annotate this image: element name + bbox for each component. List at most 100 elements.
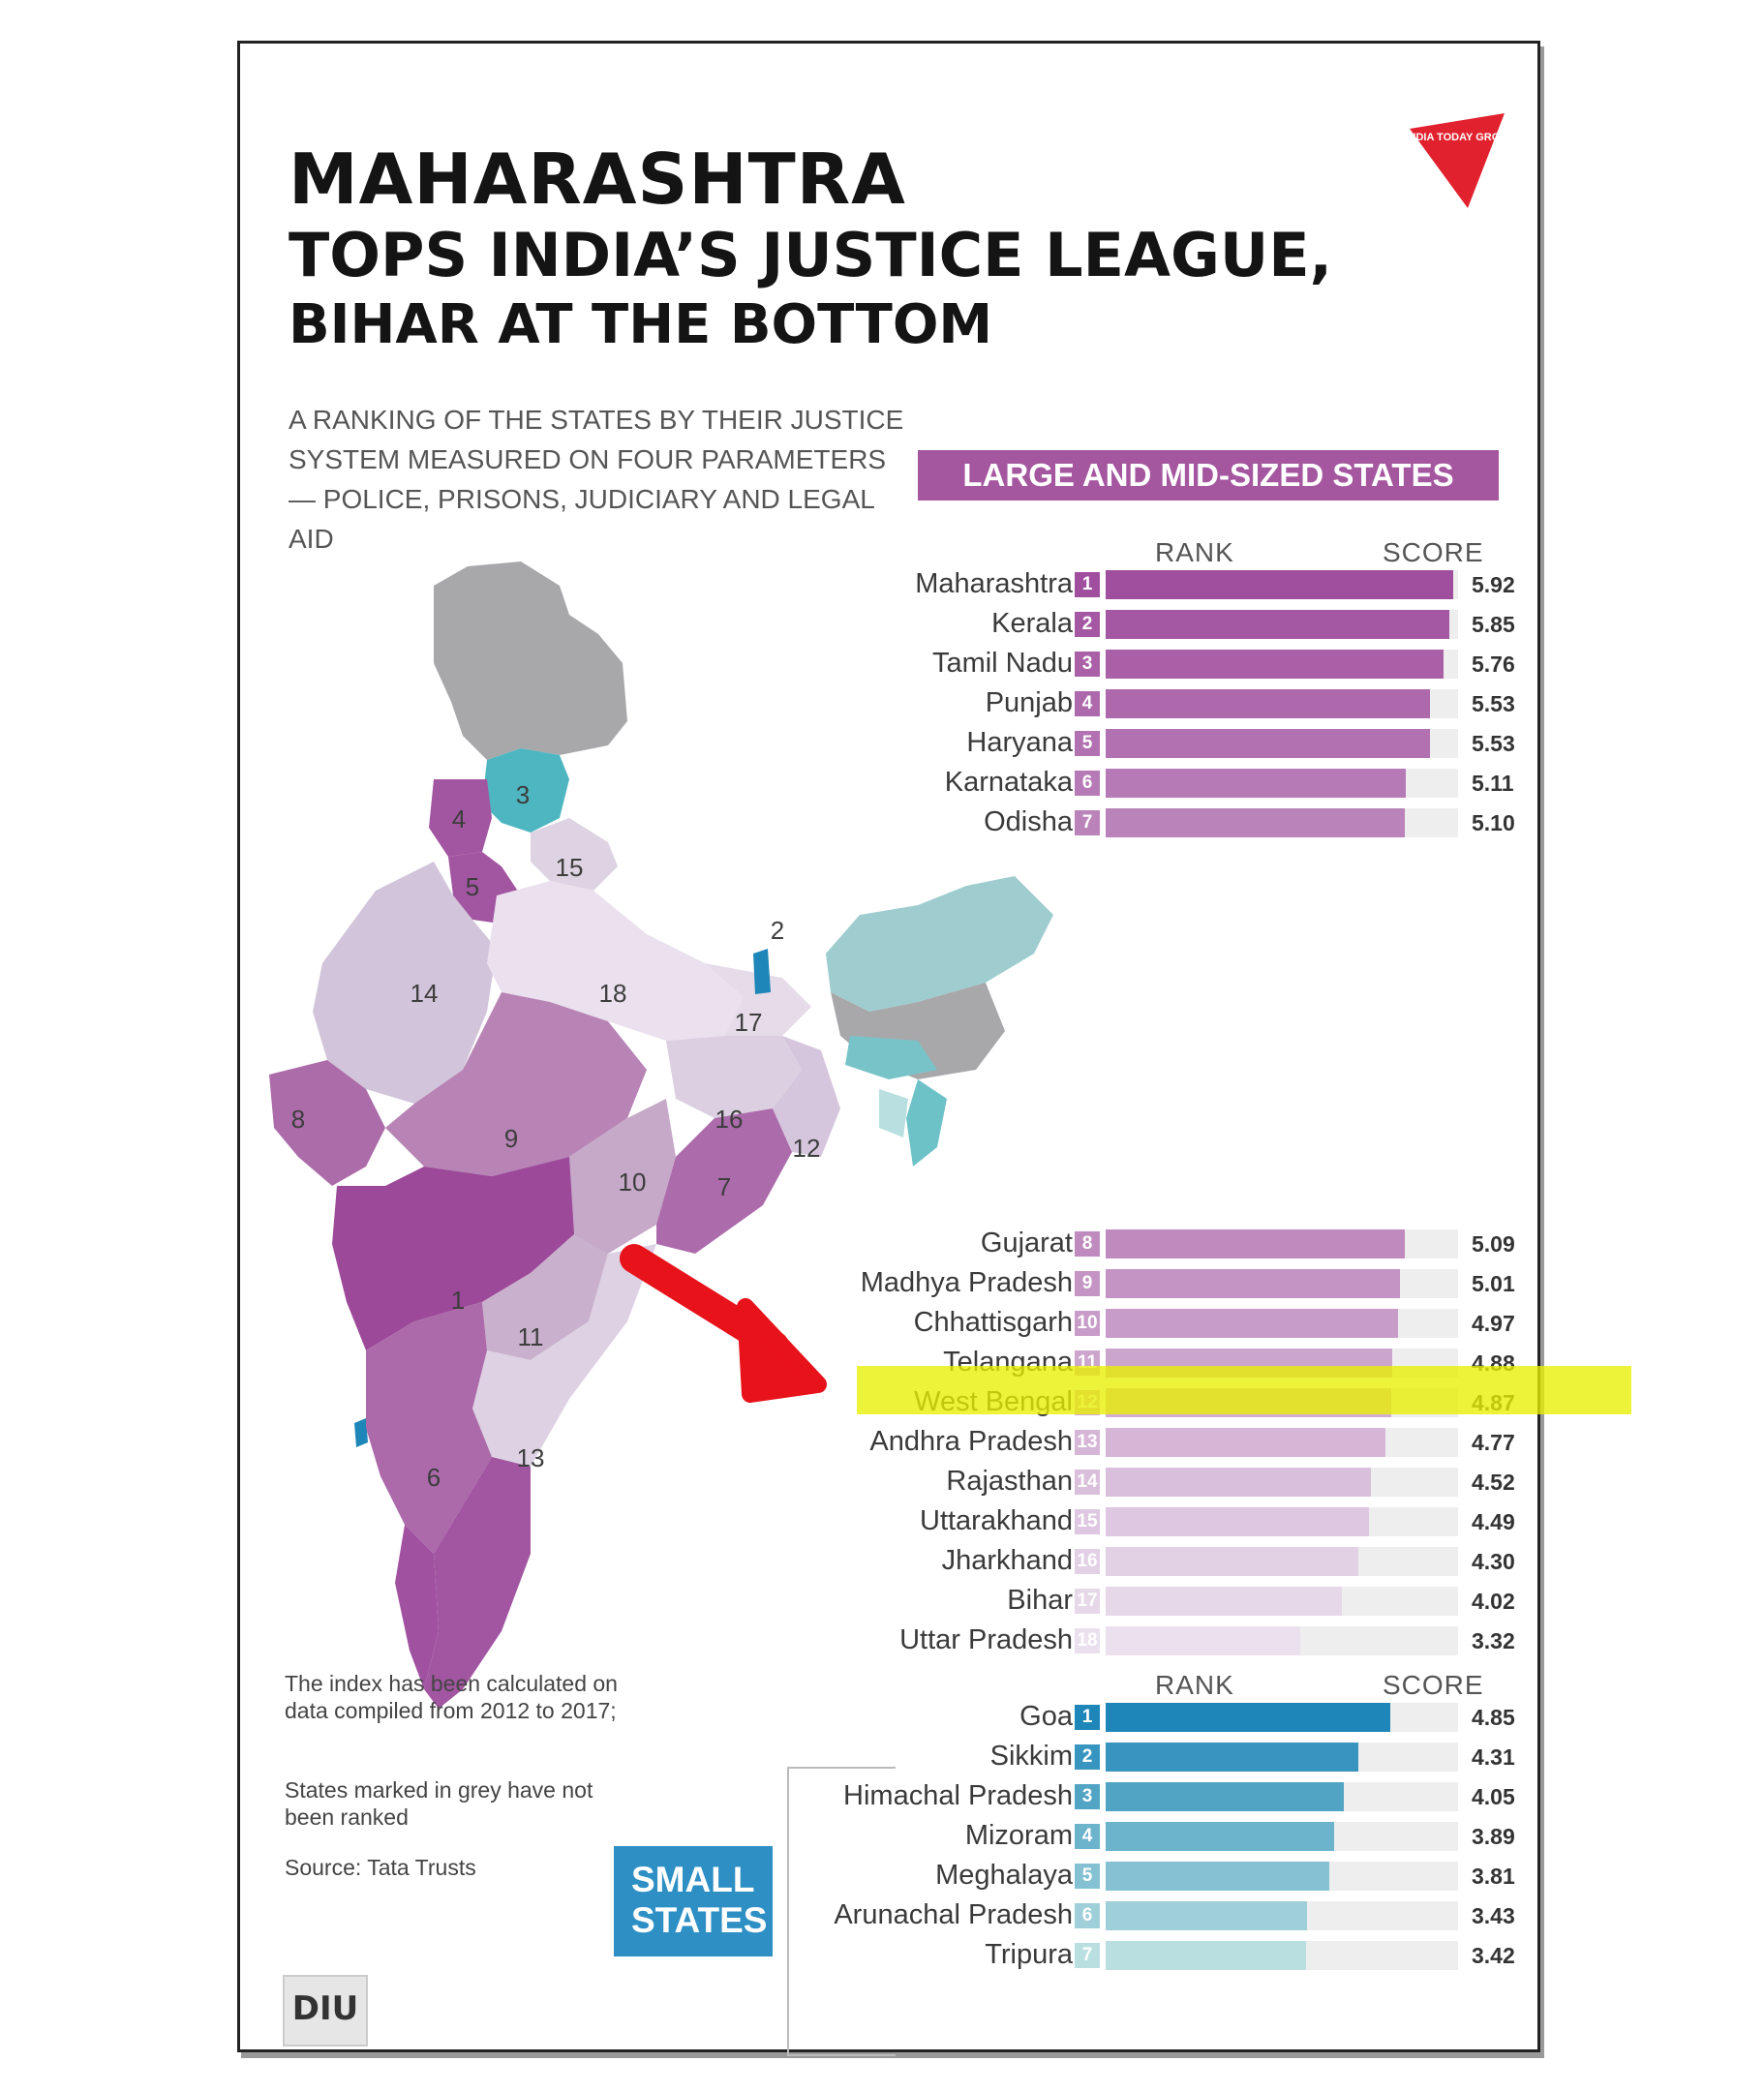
state-name-label: Meghalaya <box>935 1860 1073 1891</box>
rank-badge: 7 <box>1075 1943 1100 1968</box>
bar-row-arunachal-pradesh: Arunachal Pradesh 6 3.43 <box>834 1897 1764 1932</box>
bar-track <box>1106 1941 1458 1970</box>
rank-badge: 4 <box>1075 691 1100 716</box>
bar <box>1106 570 1453 599</box>
small-rank-header: RANK <box>1155 1670 1234 1700</box>
state-name-label: Maharashtra <box>915 568 1073 599</box>
state-name-label: Tamil Nadu <box>931 648 1073 679</box>
bar-row-tripura: Tripura 7 3.42 <box>918 1937 1764 1972</box>
score-label: 5.01 <box>1472 1271 1515 1296</box>
score-label: 5.09 <box>1472 1231 1515 1257</box>
map-label-11: 11 <box>518 1322 544 1351</box>
bar-row-maharashtra: Maharashtra 1 5.92 <box>915 566 1764 601</box>
map-label-3: 3 <box>516 780 530 809</box>
rank-badge: 5 <box>1075 1864 1100 1889</box>
state-name-label: Uttar Pradesh <box>899 1624 1073 1655</box>
state-name-label: Bihar <box>1007 1585 1073 1616</box>
score-label: 4.52 <box>1472 1470 1515 1495</box>
note-grey: States marked in grey have not been rank… <box>285 1777 593 1830</box>
note-source: Source: Tata Trusts <box>285 1855 476 1880</box>
bar-track <box>1106 1862 1458 1891</box>
bar-track <box>1106 1822 1458 1851</box>
bar-track <box>1106 808 1458 837</box>
rank-badge: 15 <box>1075 1509 1100 1534</box>
india-map: 1 2 3 4 5 6 7 8 9 10 11 12 13 14 15 16 1… <box>269 561 1053 1709</box>
rank-badge: 13 <box>1075 1430 1100 1455</box>
bar-row-jharkhand: Jharkhand 16 4.30 <box>918 1543 1764 1578</box>
map-label-18: 18 <box>599 979 627 1008</box>
bar-row-haryana: Haryana 5 5.53 <box>918 725 1764 760</box>
bar-row-andhra-pradesh: Andhra Pradesh 13 4.77 <box>869 1424 1764 1459</box>
title-line-1: MAHARASHTRA <box>289 138 906 220</box>
bar <box>1106 1229 1405 1258</box>
bar-track <box>1106 1468 1458 1497</box>
state-name-label: Jharkhand <box>941 1545 1073 1576</box>
bar-row-madhya-pradesh: Madhya Pradesh 9 5.01 <box>861 1265 1764 1300</box>
rank-badge: 3 <box>1075 1784 1100 1809</box>
score-label: 5.53 <box>1472 731 1515 756</box>
bar-track <box>1106 1743 1458 1772</box>
rank-badge: 9 <box>1075 1271 1100 1296</box>
state-name-label: Haryana <box>966 727 1073 758</box>
state-name-label: Uttarakhand <box>920 1505 1073 1536</box>
bar-row-tamil-nadu: Tamil Nadu 3 5.76 <box>918 646 1764 681</box>
bar-track <box>1106 689 1458 718</box>
bar-track <box>1106 610 1458 639</box>
bar-track <box>1106 1309 1458 1338</box>
map-label-12: 12 <box>793 1134 821 1163</box>
map-label-8: 8 <box>291 1105 305 1134</box>
state-name-label: Tripura <box>985 1939 1073 1970</box>
map-label-2: 2 <box>771 916 784 945</box>
state-name-label: Andhra Pradesh <box>869 1426 1073 1457</box>
rank-badge: 17 <box>1075 1589 1100 1614</box>
rank-badge: 5 <box>1075 731 1100 756</box>
large-rank-header: RANK <box>1155 537 1234 567</box>
bar-row-mizoram: Mizoram 4 3.89 <box>918 1818 1764 1853</box>
score-label: 5.92 <box>1472 572 1515 597</box>
bar-track <box>1106 1703 1458 1732</box>
bar <box>1106 1862 1329 1891</box>
map-label-10: 10 <box>619 1167 647 1197</box>
subtitle: A RANKING OF THE STATES BY THEIR JUSTICE… <box>289 405 904 554</box>
state-name-label: Himachal Pradesh <box>843 1780 1073 1811</box>
india-today-logo: INDIA TODAY GROUP <box>1405 113 1515 208</box>
bar-row-chhattisgarh: Chhattisgarh 10 4.97 <box>914 1305 1764 1340</box>
rank-badge: 6 <box>1075 771 1100 796</box>
map-label-14: 14 <box>411 979 439 1008</box>
state-name-label: Punjab <box>985 687 1073 718</box>
map-state-labels: 1 2 3 4 5 6 7 8 9 10 11 12 13 14 15 16 1… <box>291 780 821 1492</box>
rank-badge: 3 <box>1075 652 1100 677</box>
bar <box>1106 650 1444 679</box>
score-label: 4.85 <box>1472 1705 1515 1730</box>
bar <box>1106 808 1405 837</box>
map-label-5: 5 <box>466 872 479 901</box>
rank-badge: 10 <box>1075 1311 1100 1336</box>
bar-track <box>1106 1269 1458 1298</box>
bar-track <box>1106 570 1458 599</box>
bar-row-himachal-pradesh: Himachal Pradesh 3 4.05 <box>843 1778 1764 1813</box>
score-label: 3.42 <box>1472 1943 1515 1968</box>
score-label: 4.77 <box>1472 1430 1515 1455</box>
score-label: 5.10 <box>1472 810 1515 835</box>
bar-track <box>1106 1229 1458 1258</box>
map-label-4: 4 <box>452 804 466 834</box>
bar-track <box>1106 1901 1458 1930</box>
infographic-card: MAHARASHTRA TOPS INDIA’S JUSTICE LEAGUE,… <box>237 41 1540 2056</box>
map-label-6: 6 <box>427 1463 441 1492</box>
bar-row-sikkim: Sikkim 2 4.31 <box>918 1739 1764 1774</box>
small-states-header: SMALL STATES <box>614 1846 773 1956</box>
bar-row-uttar-pradesh: Uttar Pradesh 18 3.32 <box>899 1622 1764 1657</box>
map-label-16: 16 <box>715 1105 744 1134</box>
note-index: The index has been calculated on data co… <box>285 1671 618 1723</box>
state-name-label: Gujarat <box>980 1228 1073 1258</box>
bar <box>1106 1428 1385 1457</box>
bar-row-odisha: Odisha 7 5.10 <box>918 804 1764 839</box>
rank-badge: 2 <box>1075 612 1100 637</box>
bar-row-meghalaya: Meghalaya 5 3.81 <box>918 1858 1764 1893</box>
bar <box>1106 1547 1358 1576</box>
map-label-1: 1 <box>451 1286 465 1315</box>
bar-row-karnataka: Karnataka 6 5.11 <box>918 765 1764 800</box>
logo-text: INDIA TODAY GROUP <box>1405 132 1514 143</box>
title-line-3: BIHAR AT THE BOTTOM <box>289 293 993 356</box>
score-label: 5.85 <box>1472 612 1515 637</box>
